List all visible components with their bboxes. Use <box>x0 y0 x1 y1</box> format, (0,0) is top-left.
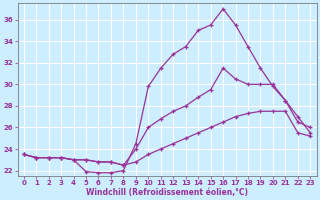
X-axis label: Windchill (Refroidissement éolien,°C): Windchill (Refroidissement éolien,°C) <box>86 188 248 197</box>
